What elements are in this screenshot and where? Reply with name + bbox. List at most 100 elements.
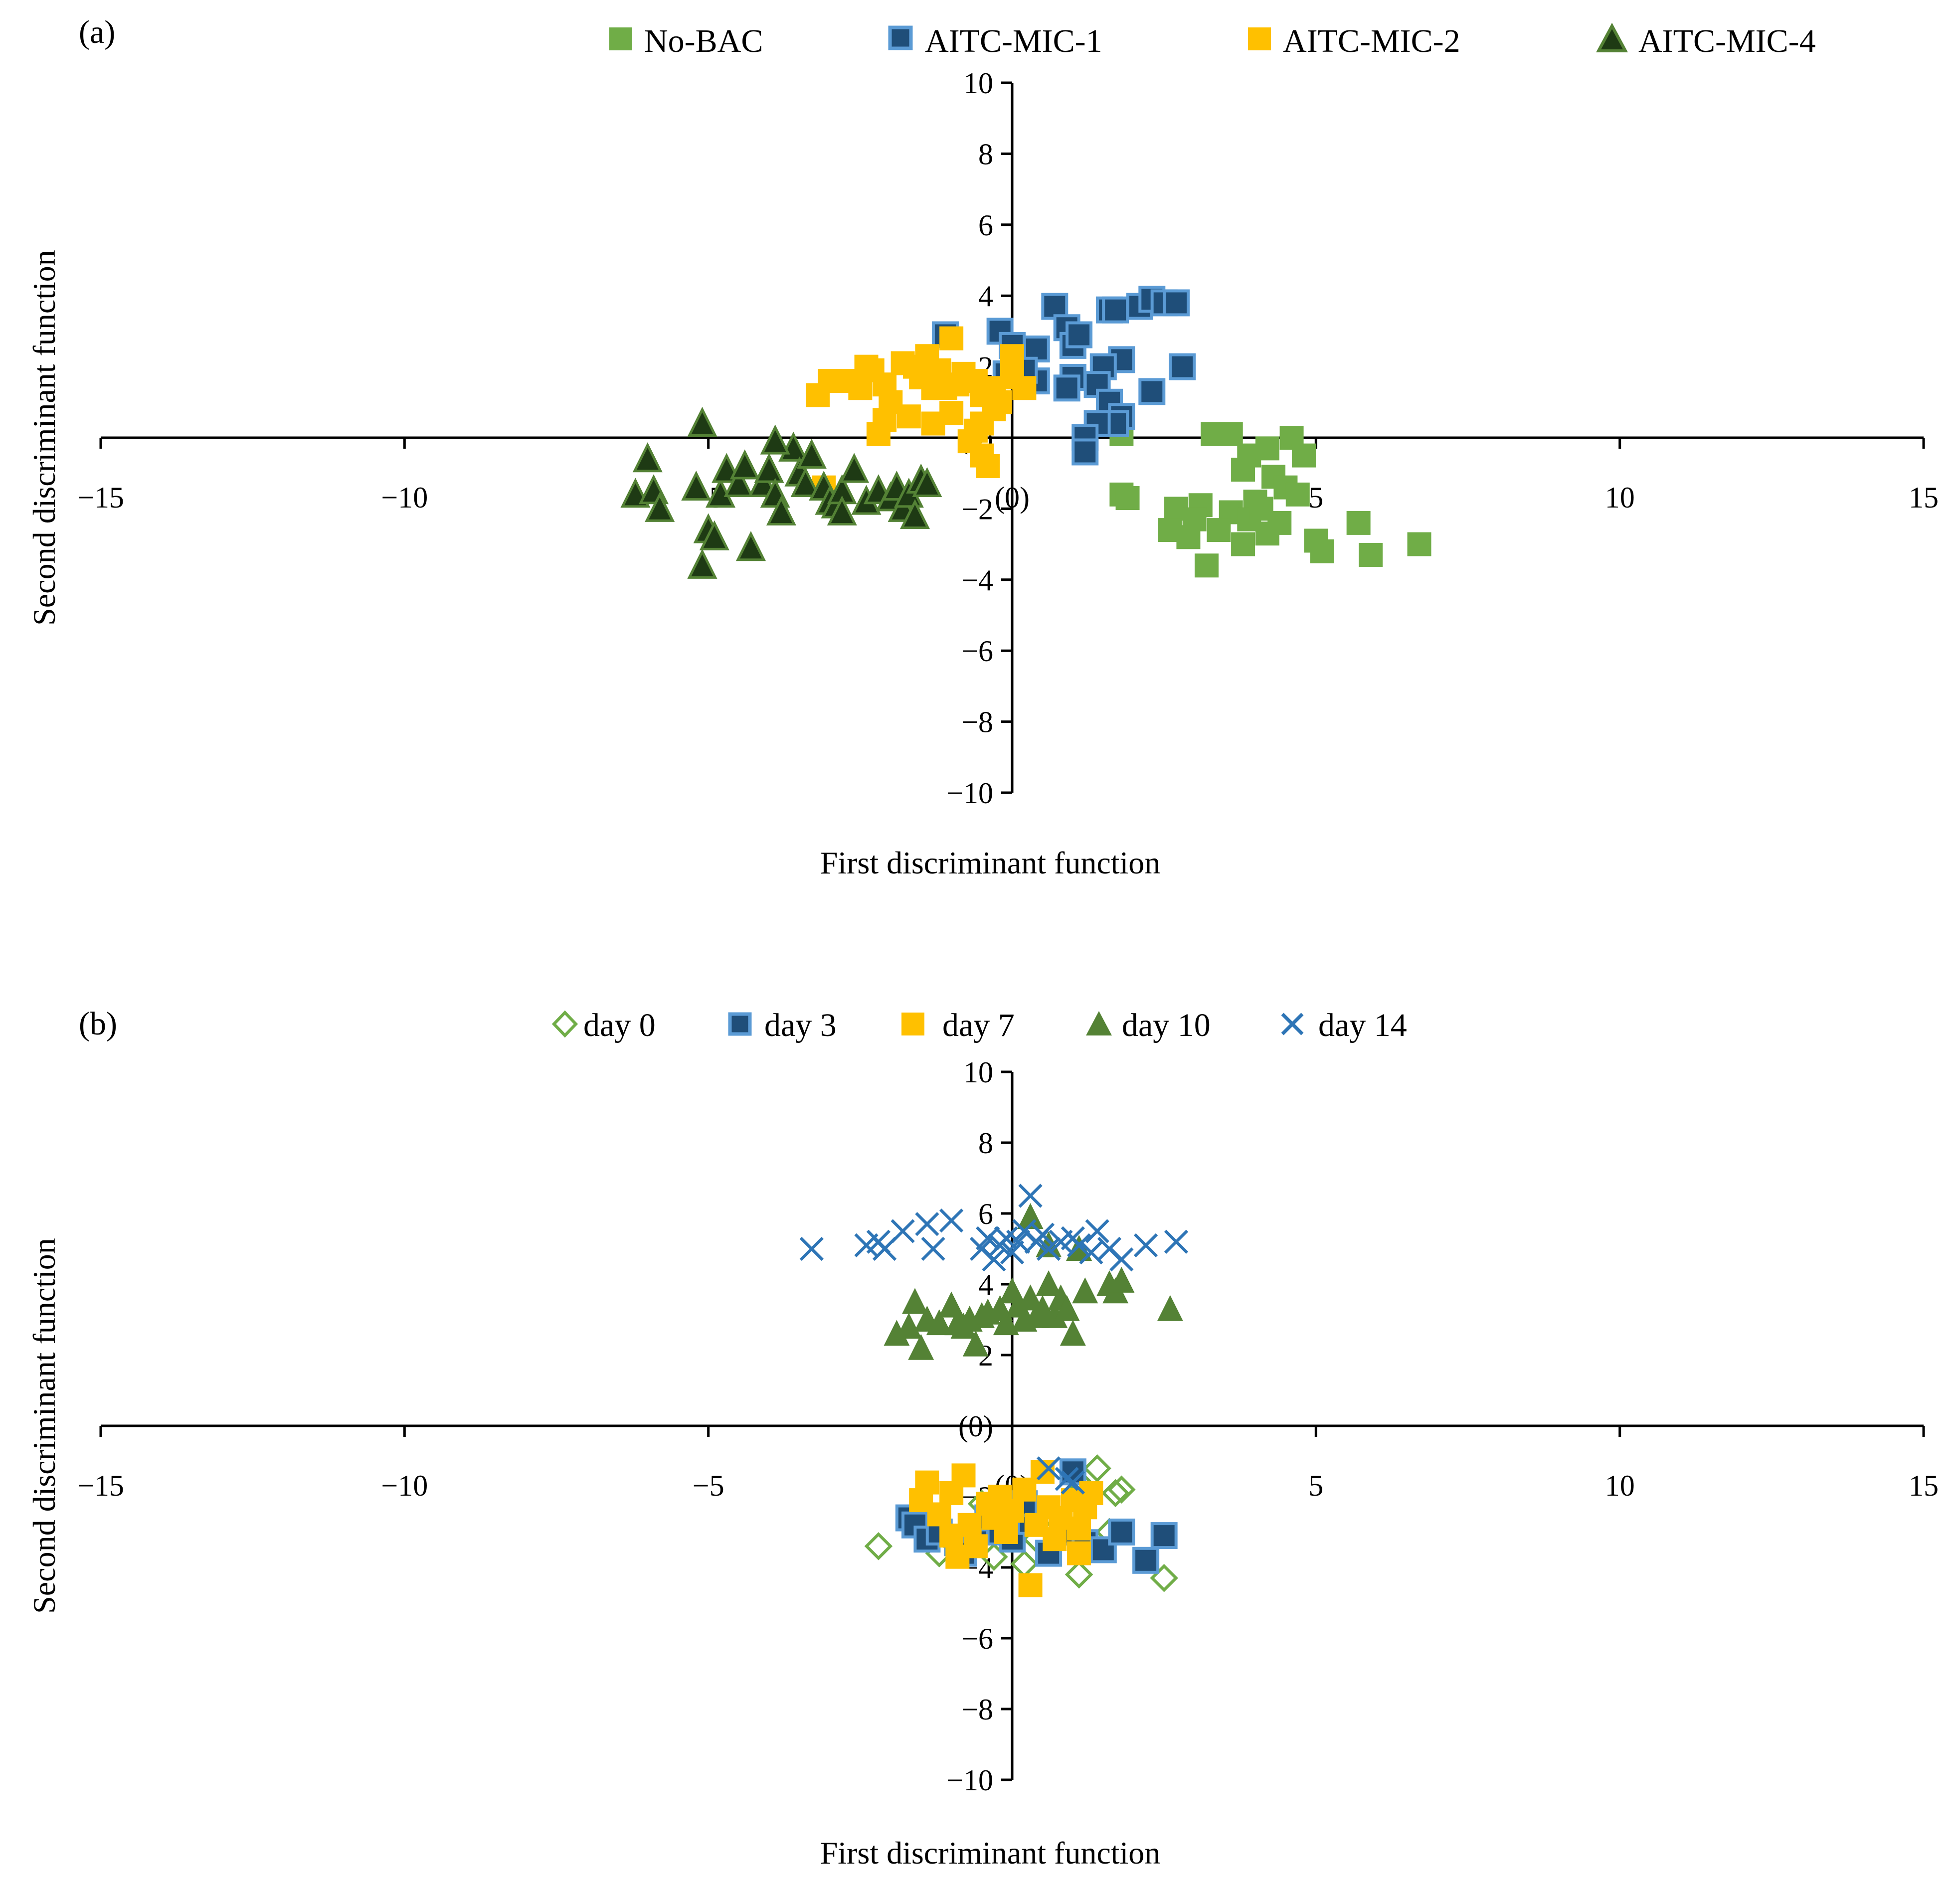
point-day-14 (982, 1247, 1006, 1272)
y-tick-label: 8 (978, 1127, 993, 1160)
point-day-3 (1108, 1519, 1135, 1545)
legend-marker-aitc-mic-2 (1248, 27, 1271, 50)
point-aitc-mic-4 (723, 467, 754, 498)
point-day-10 (993, 1309, 1019, 1336)
legend-marker-day-10 (1086, 1011, 1112, 1035)
x-tick-marks-b (99, 1426, 1925, 1437)
point-aitc-mic-1 (1163, 289, 1190, 317)
point-aitc-mic-1 (1053, 374, 1080, 402)
point-day-3 (1150, 1522, 1178, 1549)
point-aitc-mic-4 (790, 467, 821, 498)
point-aitc-mic-4 (687, 406, 717, 437)
point-day-10 (908, 1334, 934, 1360)
x-tick-label: −10 (381, 481, 428, 514)
point-day-7 (988, 1485, 1012, 1509)
y-tick-label: 10 (963, 67, 993, 100)
point-day-14 (1030, 1222, 1055, 1247)
point-day-14 (915, 1212, 939, 1236)
point-day-7 (1067, 1541, 1091, 1565)
panel-b: (b) day 0 day 3 day 7 day 10 day 14 (26, 1006, 1939, 1871)
point-day-10 (1060, 1320, 1086, 1346)
x-tick-label: 10 (1605, 1469, 1635, 1502)
legend-label-day-10: day 10 (1122, 1007, 1211, 1043)
y-tick-label: −6 (961, 635, 993, 668)
point-aitc-mic-4 (754, 453, 784, 483)
point-day-14 (1018, 1184, 1043, 1208)
point-aitc-mic-4 (632, 442, 663, 473)
legend-a: No-BAC AITC-MIC-1 AITC-MIC-2 AITC-MIC-4 (609, 22, 1816, 59)
point-no-bac (1407, 532, 1431, 556)
point-day-14 (1109, 1247, 1134, 1272)
point-no-bac (1255, 521, 1279, 546)
point-aitc-mic-1 (1169, 353, 1196, 380)
point-no-bac (1231, 458, 1255, 482)
y-axis-label-a: Second discriminant function (26, 250, 62, 626)
point-no-bac (1115, 486, 1140, 511)
point-day-10 (1108, 1266, 1135, 1293)
point-no-bac (1346, 511, 1371, 535)
point-day-10 (884, 1320, 910, 1346)
point-no-bac (1255, 436, 1279, 461)
point-day-14 (799, 1236, 824, 1261)
panel-label-a: (a) (79, 14, 115, 50)
x-tick-label: 15 (1909, 1469, 1939, 1502)
point-aitc-mic-2 (1012, 376, 1037, 400)
y-tick-label: (0) (958, 1410, 993, 1443)
point-day-14 (939, 1208, 964, 1233)
point-aitc-mic-2 (1000, 344, 1024, 368)
legend-label-no-bac: No-BAC (644, 23, 763, 59)
point-day-10 (950, 1313, 977, 1339)
point-no-bac (1285, 482, 1310, 507)
point-aitc-mic-4 (687, 548, 717, 579)
legend-label-day-14: day 14 (1318, 1007, 1407, 1043)
x-tick-labels-a: −15 −10 −5 (0) 5 10 15 (77, 481, 1939, 514)
point-day-14 (1036, 1236, 1061, 1261)
point-aitc-mic-2 (976, 454, 1000, 478)
x-tick-label: 5 (1308, 1469, 1323, 1502)
point-day-10 (938, 1291, 965, 1318)
legend-label-day-7: day 7 (942, 1007, 1015, 1043)
point-day-7 (1043, 1527, 1067, 1551)
point-no-bac (1194, 553, 1219, 578)
legend-label-day-0: day 0 (583, 1007, 656, 1043)
point-day-14 (1164, 1229, 1189, 1254)
point-day-10 (1157, 1295, 1183, 1321)
point-no-bac (1219, 422, 1243, 446)
point-day-7 (945, 1545, 970, 1569)
y-tick-label: 4 (978, 280, 993, 313)
panel-label-b: (b) (79, 1006, 117, 1042)
legend-b: day 0 day 3 day 7 day 10 day 14 (551, 1007, 1407, 1043)
legend-marker-aitc-mic-4 (1596, 22, 1628, 52)
point-day-10 (1042, 1302, 1068, 1328)
x-axis-label-a: First discriminant function (820, 845, 1161, 880)
y-tick-label: 6 (978, 209, 993, 242)
x-axis-label-b: First discriminant function (820, 1835, 1161, 1871)
legend-marker-aitc-mic-1 (888, 25, 913, 50)
legend-label-aitc-mic-1: AITC-MIC-1 (925, 23, 1102, 59)
point-day-0 (1107, 1475, 1136, 1504)
point-no-bac (1158, 518, 1182, 542)
point-day-14 (976, 1226, 1000, 1250)
point-aitc-mic-4 (827, 495, 857, 526)
y-tick-label: −4 (961, 564, 993, 597)
x-tick-label: −5 (693, 1469, 724, 1502)
point-day-0 (1010, 1549, 1039, 1578)
point-day-0 (1083, 1454, 1111, 1483)
point-aitc-mic-4 (699, 520, 729, 550)
point-day-10 (1072, 1277, 1098, 1304)
x-tick-label: 10 (1605, 481, 1635, 514)
y-tick-label: −10 (946, 777, 993, 810)
point-day-14 (921, 1236, 945, 1261)
x-tick-label: −10 (381, 1469, 428, 1502)
point-day-10 (962, 1330, 989, 1357)
point-day-3 (1132, 1546, 1160, 1574)
point-day-10 (895, 1313, 922, 1339)
point-no-bac (1359, 542, 1383, 567)
point-aitc-mic-4 (645, 492, 675, 522)
y-tick-label: −10 (946, 1764, 993, 1797)
y-tick-label: −8 (961, 1693, 993, 1726)
point-day-7 (1018, 1573, 1043, 1597)
point-aitc-mic-4 (766, 495, 796, 526)
point-aitc-mic-1 (1102, 296, 1129, 324)
